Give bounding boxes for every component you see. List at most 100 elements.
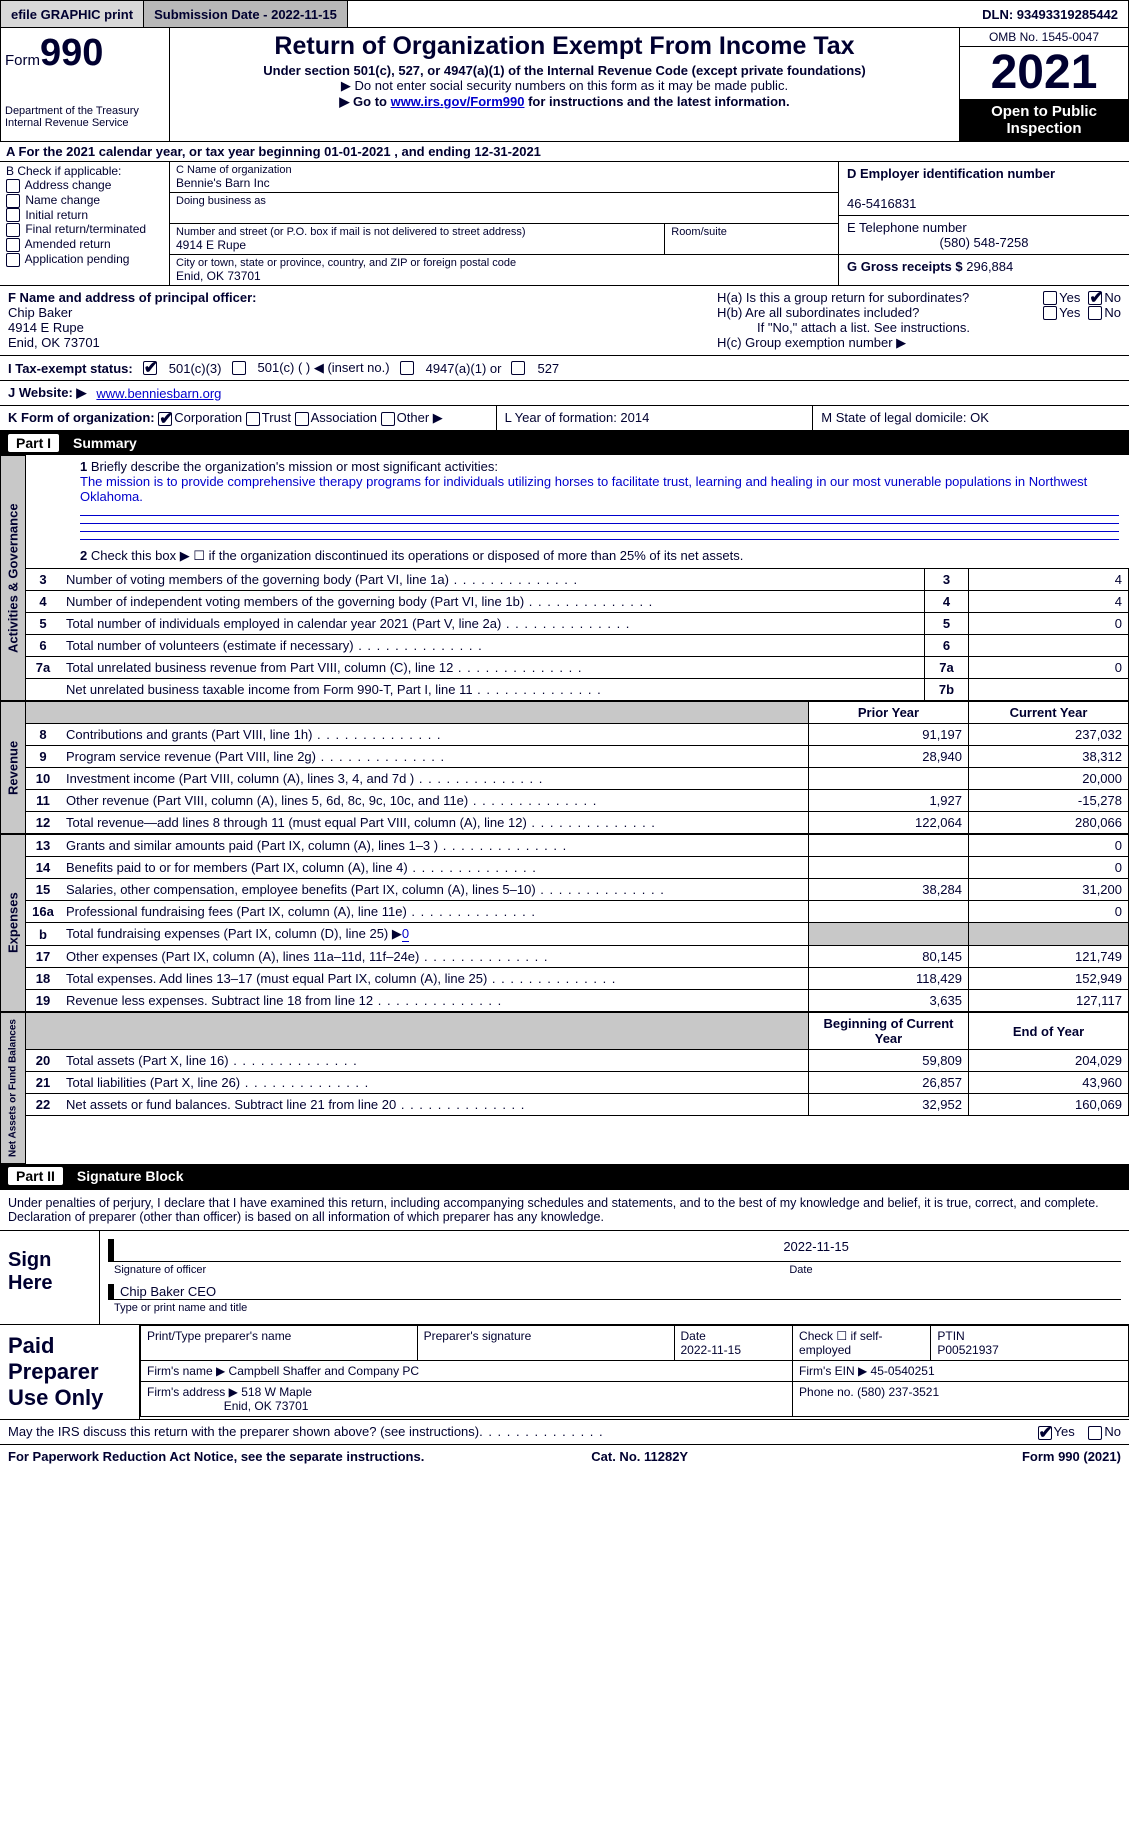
form-org-label: K Form of organization: (8, 410, 155, 425)
part-1-label: Part I (8, 434, 59, 452)
chk-ha-no[interactable] (1088, 291, 1102, 305)
omb-number: OMB No. 1545-0047 (960, 28, 1128, 47)
chk-501c[interactable] (232, 361, 246, 375)
chk-final-return[interactable] (6, 223, 20, 237)
website-link[interactable]: www.benniesbarn.org (96, 386, 221, 401)
discuss-q: May the IRS discuss this return with the… (8, 1424, 479, 1439)
officer-name: Chip Baker (8, 305, 72, 320)
sig-officer-label: Signature of officer (108, 1261, 783, 1278)
chk-trust[interactable] (246, 412, 260, 426)
form-header: Form990 Department of the Treasury Inter… (0, 28, 1129, 142)
part-2-label: Part II (8, 1167, 63, 1185)
paid-r3-phone: Phone no. (580) 237-3521 (793, 1382, 1129, 1417)
part-1-title: Summary (73, 435, 137, 451)
tel-value: (580) 548-7258 (847, 235, 1121, 250)
governance-table: 3 Number of voting members of the govern… (26, 568, 1129, 701)
gross-label: G Gross receipts $ (847, 259, 963, 274)
row-i: I Tax-exempt status: 501(c)(3) 501(c) ( … (0, 356, 1129, 381)
org-name-label: C Name of organization (176, 164, 832, 176)
paid-r1c1: Print/Type preparer's name (141, 1326, 418, 1361)
row-f-h: F Name and address of principal officer:… (0, 286, 1129, 356)
chk-assoc[interactable] (295, 412, 309, 426)
tax-year: 2021 (960, 47, 1128, 99)
paid-r1c2: Preparer's signature (417, 1326, 674, 1361)
chk-app-pending[interactable] (6, 253, 20, 267)
row-a-period: A For the 2021 calendar year, or tax yea… (0, 142, 1129, 162)
form-title: Return of Organization Exempt From Incom… (176, 32, 953, 61)
paid-preparer-block: Paid Preparer Use Only Print/Type prepar… (0, 1325, 1129, 1420)
year-formation: L Year of formation: 2014 (496, 406, 813, 430)
side-exp: Expenses (0, 834, 26, 1012)
city-value: Enid, OK 73701 (176, 269, 832, 283)
irs-label: Internal Revenue Service (5, 117, 165, 129)
ein-value: 46-5416831 (847, 196, 916, 211)
city-label: City or town, state or province, country… (176, 257, 832, 269)
netassets-table: Beginning of Current Year End of Year20 … (26, 1012, 1129, 1116)
part-1-header: Part I Summary (0, 431, 1129, 455)
street-label: Number and street (or P.O. box if mail i… (176, 226, 658, 238)
officer-street: 4914 E Rupe (8, 320, 84, 335)
paid-r2-ein: Firm's EIN ▶ 45-0540251 (793, 1361, 1129, 1382)
chk-discuss-no[interactable] (1088, 1426, 1102, 1440)
chk-address-change[interactable] (6, 179, 20, 193)
expenses-table: 13 Grants and similar amounts paid (Part… (26, 834, 1129, 1012)
ha-label: H(a) Is this a group return for subordin… (717, 290, 1043, 305)
hb-note: If "No," attach a list. See instructions… (717, 320, 1121, 335)
sig-date-value: 2022-11-15 (783, 1239, 1121, 1261)
sig-name-title: Chip Baker CEO (108, 1284, 1121, 1299)
gross-value: 296,884 (966, 259, 1013, 274)
chk-hb-no[interactable] (1088, 306, 1102, 320)
paid-r1c4: Check ☐ if self-employed (793, 1326, 931, 1361)
revenue-table: Prior Year Current Year8 Contributions a… (26, 701, 1129, 834)
form-number: Form990 (5, 32, 165, 75)
efile-print-button[interactable]: efile GRAPHIC print (1, 1, 144, 27)
chk-corp[interactable] (158, 412, 172, 426)
state-domicile: M State of legal domicile: OK (812, 406, 1129, 430)
chk-other[interactable] (381, 412, 395, 426)
chk-discuss-yes[interactable] (1038, 1426, 1052, 1440)
open-public-badge: Open to Public Inspection (960, 99, 1128, 141)
bottom-bar: For Paperwork Reduction Act Notice, see … (0, 1444, 1129, 1468)
part-2-header: Part II Signature Block (0, 1164, 1129, 1188)
irs-link[interactable]: www.irs.gov/Form990 (391, 94, 525, 109)
dba-label: Doing business as (176, 195, 832, 207)
q2-label: Check this box ▶ ☐ if the organization d… (91, 548, 744, 563)
org-name: Bennie's Barn Inc (176, 176, 832, 190)
submission-date-button[interactable]: Submission Date - 2022-11-15 (144, 1, 348, 27)
paid-preparer-label: Paid Preparer Use Only (0, 1325, 140, 1419)
side-net: Net Assets or Fund Balances (0, 1012, 26, 1164)
chk-initial-return[interactable] (6, 208, 20, 222)
chk-4947[interactable] (400, 361, 414, 375)
dln-label: DLN: 93493319285442 (972, 3, 1128, 26)
col-b-checkboxes: B Check if applicable: Address change Na… (0, 162, 170, 285)
part-2-title: Signature Block (77, 1168, 184, 1184)
chk-ha-yes[interactable] (1043, 291, 1057, 305)
sign-here-block: Sign Here Signature of officer 2022-11-1… (0, 1230, 1129, 1325)
chk-name-change[interactable] (6, 194, 20, 208)
side-rev: Revenue (0, 701, 26, 834)
hb-label: H(b) Are all subordinates included? (717, 305, 1043, 320)
row-j: J Website: ▶ www.benniesbarn.org (0, 381, 1129, 406)
row-klm: K Form of organization: Corporation Trus… (0, 406, 1129, 431)
perjury-text: Under penalties of perjury, I declare th… (0, 1188, 1129, 1230)
chk-501c3[interactable] (143, 361, 157, 375)
officer-city: Enid, OK 73701 (8, 335, 100, 350)
street-value: 4914 E Rupe (176, 238, 658, 252)
chk-527[interactable] (511, 361, 525, 375)
discuss-row: May the IRS discuss this return with the… (0, 1420, 1129, 1444)
chk-hb-yes[interactable] (1043, 306, 1057, 320)
tax-status-label: I Tax-exempt status: (8, 361, 133, 376)
side-gov: Activities & Governance (0, 455, 26, 701)
cat-no: Cat. No. 11282Y (591, 1449, 688, 1464)
top-toolbar: efile GRAPHIC print Submission Date - 20… (0, 0, 1129, 28)
subtitle-1: Under section 501(c), 527, or 4947(a)(1)… (176, 63, 953, 78)
subtitle-2: ▶ Do not enter social security numbers o… (176, 78, 953, 94)
tel-label: E Telephone number (847, 220, 967, 235)
sign-here-label: Sign Here (0, 1231, 100, 1324)
q1-label: Briefly describe the organization's miss… (91, 459, 498, 474)
officer-label: F Name and address of principal officer: (8, 290, 257, 305)
hc-label: H(c) Group exemption number ▶ (717, 335, 1121, 351)
chk-amended[interactable] (6, 238, 20, 252)
room-label: Room/suite (671, 226, 832, 238)
subtitle-3: ▶ Go to www.irs.gov/Form990 for instruct… (176, 94, 953, 110)
